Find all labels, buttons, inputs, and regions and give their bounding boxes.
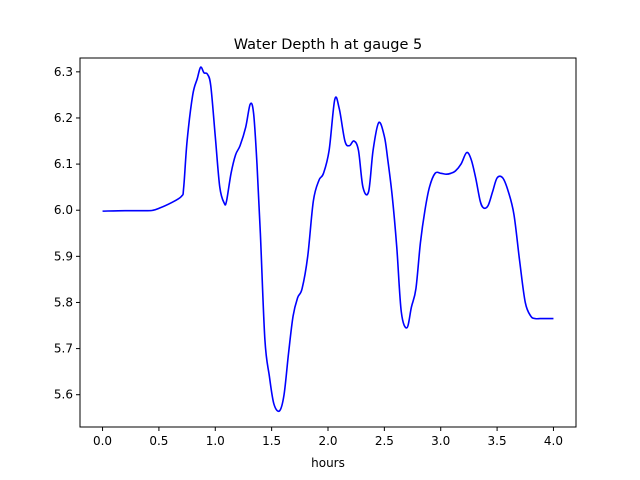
y-tick-label: 6.0 (54, 203, 73, 217)
y-tick-label: 5.7 (54, 342, 73, 356)
series-line (102, 66, 554, 413)
x-tick-label: 3.0 (431, 434, 450, 448)
plot-area (80, 58, 576, 427)
series-group (102, 66, 554, 413)
y-axis-ticks: 5.6 5.7 5.8 5.9 6.0 6.1 6.2 6.3 (54, 65, 80, 402)
plot-frame (79, 57, 577, 428)
y-tick-label: 6.2 (54, 111, 73, 125)
y-tick-label: 5.9 (54, 249, 73, 263)
y-tick-label: 6.1 (54, 157, 73, 171)
y-tick-label: 6.3 (54, 65, 73, 79)
y-tick-label: 5.6 (54, 388, 73, 402)
x-tick-label: 0.5 (149, 434, 168, 448)
x-tick-label: 1.5 (262, 434, 281, 448)
x-tick-label: 1.0 (206, 434, 225, 448)
x-tick-label: 0.0 (93, 434, 112, 448)
y-tick-label: 5.8 (54, 295, 73, 309)
x-tick-label: 2.0 (318, 434, 337, 448)
x-tick-label: 2.5 (375, 434, 394, 448)
x-tick-label: 3.5 (488, 434, 507, 448)
x-axis-ticks: 0.0 0.5 1.0 1.5 2.0 2.5 3.0 3.5 4.0 (93, 427, 563, 448)
x-tick-label: 4.0 (544, 434, 563, 448)
x-axis-label: hours (311, 456, 345, 470)
chart-title: Water Depth h at gauge 5 (234, 37, 422, 53)
